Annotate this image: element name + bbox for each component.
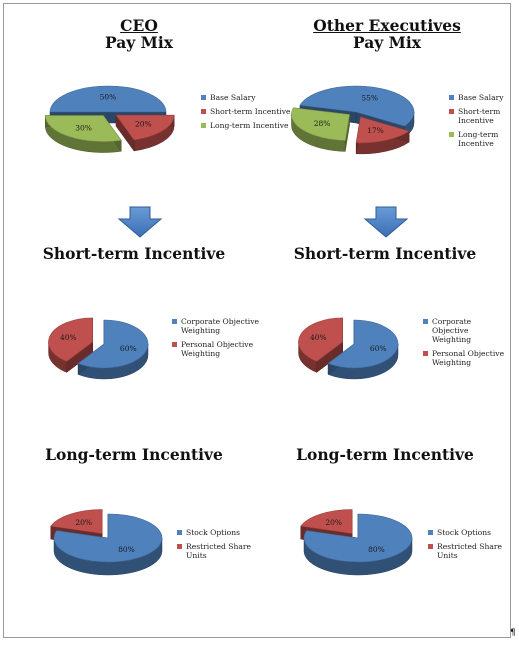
ceo-lti-pie: 80% 20% <box>50 509 163 576</box>
other-pay-mix-heading: Other Executives Pay Mix <box>267 17 507 51</box>
ceo-sti-pie: 60% 40% <box>48 317 149 380</box>
legend-swatch <box>172 318 177 324</box>
legend-swatch <box>172 341 177 347</box>
legend-swatch <box>177 543 182 549</box>
legend-swatch <box>423 318 428 324</box>
pie-data-label: 20% <box>75 518 92 527</box>
legend-item: Base Salary <box>201 93 321 102</box>
legend-swatch <box>201 94 206 100</box>
legend-item: Long-term Incentive <box>201 121 321 130</box>
pie-data-label: 60% <box>120 344 137 353</box>
legend-item: Corporate Objective Weighting <box>172 317 262 335</box>
legend-swatch <box>177 529 182 535</box>
other-long-term-incentive-title: Long-term Incentive <box>296 445 474 464</box>
pie-data-label: 17% <box>367 126 384 135</box>
legend-item: Stock Options <box>177 528 267 537</box>
pie-slice-long-term-incentive <box>291 107 350 141</box>
other-lti-pie: 80% 20% <box>300 509 413 576</box>
other-executives-heading: Other Executives <box>313 16 461 35</box>
pie-slice-personal-objective-weighting <box>48 317 93 362</box>
pie-slice-base-salary <box>299 85 415 127</box>
pie-data-label: 60% <box>370 344 387 353</box>
legend-label: Stock Options <box>186 528 241 537</box>
down-arrow-icon <box>363 206 409 238</box>
pie-slice-stock-options <box>303 513 413 563</box>
other-pay-mix-title: Pay Mix <box>353 33 421 52</box>
legend-swatch <box>201 108 206 114</box>
other-short-term-incentive-title: Short-term Incentive <box>293 244 477 263</box>
pie-slice-long-term-incentive <box>44 115 122 142</box>
pie-data-label: 20% <box>135 120 152 129</box>
pie-data-label: 80% <box>118 545 135 554</box>
legend-label: Long-term Incentive <box>458 130 499 148</box>
pilcrow-mark: ¶ <box>510 628 516 638</box>
pie-slice-corporate-objective-weighting <box>327 319 399 369</box>
ceo-pay-mix-heading: CEO Pay Mix <box>19 17 259 51</box>
legend-label: Restricted Share Units <box>186 542 252 560</box>
other-pay-mix-pie: 55% 17% 28% <box>291 85 415 155</box>
pie-data-label: 40% <box>60 333 77 342</box>
legend-label: Personal Objective Weighting <box>432 349 505 367</box>
legend-item: Long-term Incentive <box>449 130 513 148</box>
pie-slice-short-term-incentive <box>115 114 175 141</box>
legend-label: Personal Objective Weighting <box>181 340 254 358</box>
legend-item: Personal Objective Weighting <box>172 340 262 358</box>
legend-swatch <box>423 350 428 356</box>
legend-item: Corporate Objective Weighting <box>423 317 505 344</box>
pie-data-label: 50% <box>100 92 117 101</box>
pie-data-label: 20% <box>325 518 342 527</box>
pie-data-label: 40% <box>310 333 327 342</box>
legend-label: Corporate Objective Weighting <box>181 317 260 335</box>
pie-data-label: 55% <box>361 94 378 103</box>
legend-label: Base Salary <box>210 93 256 102</box>
page-frame <box>3 3 511 638</box>
pie-data-label: 80% <box>368 545 385 554</box>
pie-data-label: 28% <box>314 119 331 128</box>
pie-slice-stock-options <box>53 513 163 563</box>
legend-label: Short-term Incentive <box>458 107 501 125</box>
other-sti-legend: Corporate Objective Weighting Personal Ob… <box>423 317 505 372</box>
legend-swatch <box>428 529 433 535</box>
pie-slice-short-term-incentive <box>355 116 410 144</box>
pie-slice-base-salary <box>49 85 167 113</box>
pie-slice-corporate-objective-weighting <box>77 319 149 369</box>
ceo-pay-mix-legend: Base Salary Short-term Incentive Long-term… <box>201 93 321 135</box>
legend-label: Corporate Objective Weighting <box>432 317 472 344</box>
ceo-lti-legend: Stock Options Restricted Share Units <box>177 528 267 565</box>
legend-item: Base Salary <box>449 93 513 102</box>
pie-slice-personal-objective-weighting <box>298 317 343 362</box>
ceo-short-term-incentive-title: Short-term Incentive <box>42 244 226 263</box>
legend-swatch <box>449 94 454 100</box>
other-pay-mix-legend: Base Salary Short-term Incentive Long-term… <box>449 93 513 153</box>
legend-swatch <box>449 108 454 114</box>
legend-item: Restricted Share Units <box>177 542 267 560</box>
pie-slice-restricted-share-units <box>300 509 353 534</box>
legend-label: Restricted Share Units <box>437 542 503 560</box>
legend-label: Short-term Incentive <box>210 107 291 116</box>
ceo-pay-mix-pie: 50% 20% 30% <box>44 85 175 153</box>
legend-item: Restricted Share Units <box>428 542 508 560</box>
ceo-heading: CEO <box>120 16 158 35</box>
pie-data-label: 30% <box>75 123 92 132</box>
ceo-pay-mix-title: Pay Mix <box>105 33 173 52</box>
legend-label: Stock Options <box>437 528 492 537</box>
other-sti-pie: 60% 40% <box>298 317 399 380</box>
pie-slice-restricted-share-units <box>50 509 103 534</box>
legend-label: Long-term Incentive <box>210 121 289 130</box>
down-arrow-icon <box>117 206 163 238</box>
other-lti-legend: Stock Options Restricted Share Units <box>428 528 508 565</box>
legend-item: Stock Options <box>428 528 508 537</box>
legend-swatch <box>201 122 206 128</box>
legend-item: Short-term Incentive <box>449 107 513 125</box>
legend-swatch <box>449 131 454 137</box>
ceo-long-term-incentive-title: Long-term Incentive <box>45 445 223 464</box>
legend-swatch <box>428 543 433 549</box>
legend-label: Base Salary <box>458 93 504 102</box>
ceo-sti-legend: Corporate Objective Weighting Personal Ob… <box>172 317 262 363</box>
legend-item: Personal Objective Weighting <box>423 349 505 367</box>
legend-item: Short-term Incentive <box>201 107 321 116</box>
